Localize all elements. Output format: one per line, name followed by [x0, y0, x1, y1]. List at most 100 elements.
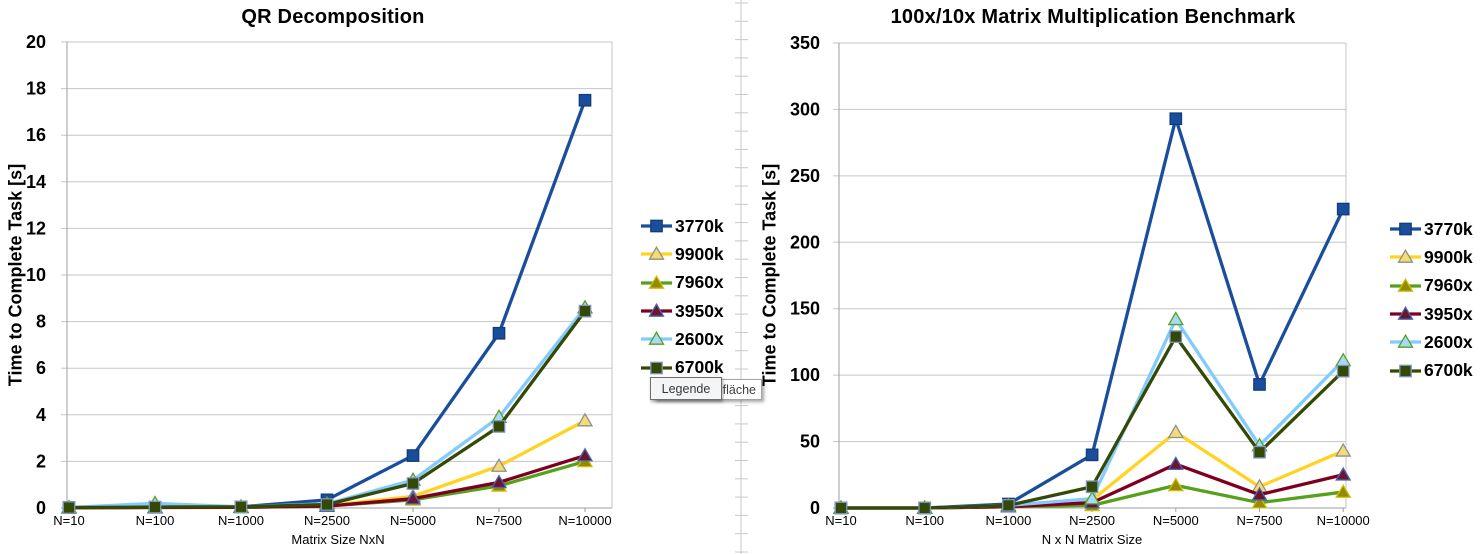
series-marker — [490, 474, 508, 489]
legend-label: 3770k — [675, 215, 724, 236]
series-marker — [578, 93, 592, 107]
legend-key-icon — [641, 331, 672, 346]
x-tick-label: N=10000 — [1317, 513, 1370, 528]
y-tick-label: 100 — [790, 365, 820, 385]
legend-label: 2600x — [1424, 331, 1473, 352]
chart2-legend[interactable]: 3770k 9900k 7960x 3950x 2600x 6700k — [1389, 215, 1473, 385]
x-tick-label: N=10 — [825, 513, 856, 528]
series-marker — [648, 302, 665, 317]
series-marker — [1169, 330, 1183, 343]
series-marker — [1085, 480, 1099, 494]
tooltip-legend-label: Legende — [661, 381, 711, 396]
y-tick-label: 10 — [26, 265, 46, 285]
chart2-y-axis-title: Time to Complete Task [s] — [759, 163, 780, 387]
y-tick-label: 8 — [36, 312, 46, 332]
legend-item-9900k: 9900k — [640, 240, 724, 268]
series-marker — [650, 361, 663, 374]
x-tick-label: N=5000 — [390, 513, 436, 528]
legend-item-2600x: 2600x — [1389, 328, 1473, 356]
series-marker — [1167, 477, 1184, 492]
series-marker — [1397, 249, 1414, 264]
y-tick-label: 2 — [36, 451, 46, 471]
x-tick-label: N=2500 — [1069, 513, 1115, 528]
series-marker — [648, 246, 665, 261]
series-marker — [1253, 445, 1266, 459]
series-marker — [1335, 483, 1352, 498]
legend-key-icon — [1390, 277, 1421, 292]
series-marker — [1335, 442, 1352, 457]
series-marker — [1397, 334, 1414, 349]
legend-key-icon — [641, 274, 672, 289]
chart1-legend[interactable]: 3770k 9900k 7960x 3950x 2600x 6700k — [640, 212, 724, 382]
series-marker — [406, 449, 420, 462]
series-marker — [650, 219, 663, 233]
series-marker — [834, 501, 848, 515]
y-tick-label: 18 — [26, 79, 46, 99]
legend-label: 6700k — [675, 357, 724, 378]
series-marker — [1397, 305, 1414, 320]
series-marker — [648, 274, 665, 289]
series-marker — [1167, 456, 1184, 471]
legend-label: 3950x — [1424, 303, 1473, 324]
chart1-x-axis-title: Matrix Size NxN — [291, 532, 385, 547]
series-marker — [404, 490, 422, 505]
legend-label: 6700k — [1424, 360, 1473, 381]
series-marker — [1169, 112, 1183, 126]
series-marker — [578, 304, 592, 318]
x-tick-label: N=10 — [53, 513, 84, 528]
legend-key-icon — [641, 302, 672, 317]
x-tick-label: N=1000 — [985, 513, 1031, 528]
legend-item-6700k: 6700k — [640, 353, 724, 381]
chart1-title: QR Decomposition — [241, 6, 425, 28]
series-marker — [1399, 364, 1412, 377]
y-tick-label: 14 — [26, 172, 46, 192]
series-marker — [1397, 277, 1414, 292]
x-tick-label: N=1000 — [218, 513, 264, 528]
spreadsheet-grid-divider — [735, 0, 748, 554]
legend-item-3770k: 3770k — [640, 212, 724, 240]
x-tick-label: N=2500 — [304, 513, 350, 528]
series-marker — [1399, 222, 1412, 236]
y-tick-label: 200 — [790, 232, 820, 252]
x-tick-label: N=100 — [136, 513, 175, 528]
legend-label: 9900k — [675, 243, 724, 264]
x-tick-label: N=100 — [905, 513, 944, 528]
y-tick-label: 20 — [26, 32, 46, 52]
y-tick-label: 350 — [790, 33, 820, 53]
legend-item-3950x: 3950x — [640, 297, 724, 325]
y-tick-label: 12 — [26, 218, 46, 238]
legend-label: 9900k — [1424, 246, 1473, 267]
series-marker — [1251, 486, 1268, 501]
legend-label: 7960x — [675, 272, 724, 293]
y-tick-label: 250 — [790, 166, 820, 186]
legend-item-6700k: 6700k — [1389, 356, 1473, 384]
y-tick-label: 4 — [36, 405, 46, 425]
series-marker — [1251, 494, 1268, 509]
y-tick-label: 0 — [36, 498, 46, 518]
x-tick-label: N=7500 — [1237, 513, 1283, 528]
legend-key-icon — [641, 246, 672, 261]
y-tick-label: 50 — [800, 432, 820, 452]
legend-key-icon — [1390, 249, 1421, 264]
legend-label: 7960x — [1424, 275, 1473, 296]
y-tick-label: 300 — [790, 99, 820, 119]
series-marker — [1002, 498, 1015, 512]
legend-item-9900k: 9900k — [1389, 243, 1473, 271]
series-marker — [918, 501, 932, 515]
legend-item-3770k: 3770k — [1389, 215, 1473, 243]
series-marker — [406, 477, 420, 490]
series-marker — [490, 457, 508, 472]
legend-item-7960x: 7960x — [1389, 272, 1473, 300]
qr-decomposition-chart[interactable] — [0, 0, 737, 554]
series-marker — [234, 500, 248, 514]
matrix-multiplication-chart[interactable] — [748, 0, 1481, 554]
series-marker — [1085, 448, 1099, 462]
legend-key-icon — [1390, 222, 1421, 236]
plot-area-1: 0 50 100 150 200 250 300 350 N=10 N=100 N=1000 N=25… — [790, 33, 1370, 528]
series-marker — [492, 420, 506, 433]
x-tick-label: N=7500 — [476, 513, 522, 528]
x-tick-label: N=10000 — [558, 513, 611, 528]
series-marker — [1167, 311, 1184, 326]
series-marker — [492, 326, 506, 340]
series-marker — [1335, 466, 1352, 481]
